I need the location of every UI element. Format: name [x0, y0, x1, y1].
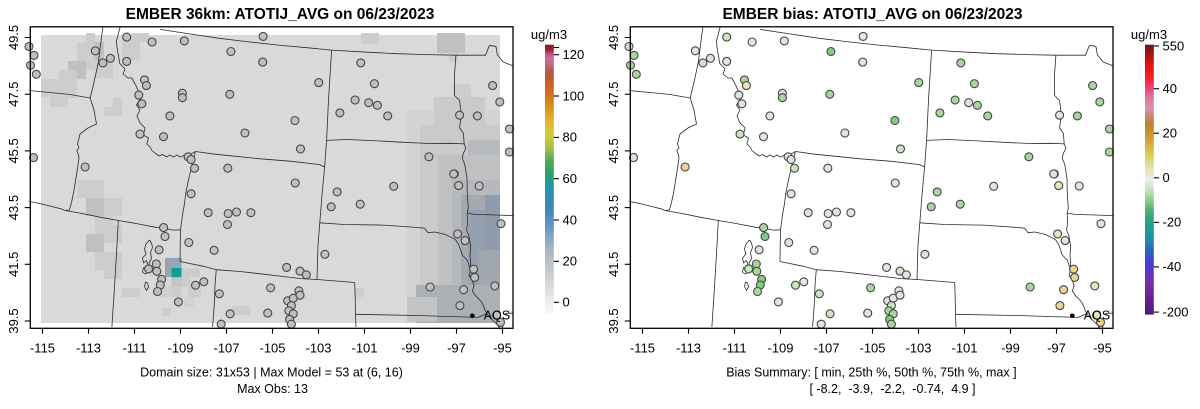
svg-text:-111: -111 [722, 341, 746, 356]
svg-text:47.5: 47.5 [606, 82, 621, 107]
svg-text:-113: -113 [676, 341, 701, 356]
svg-text:40: 40 [563, 212, 577, 227]
svg-text:-105: -105 [859, 341, 885, 356]
svg-text:-95: -95 [1093, 341, 1112, 356]
svg-text:120: 120 [563, 47, 585, 62]
svg-text:-109: -109 [767, 341, 793, 356]
svg-text:-101: -101 [351, 341, 377, 356]
svg-text:-113: -113 [76, 341, 101, 356]
svg-text:-103: -103 [305, 341, 331, 356]
svg-text:EMBER bias: ATOTIJ_AVG on 06/2: EMBER bias: ATOTIJ_AVG on 06/23/2023 [722, 6, 1022, 23]
svg-text:100: 100 [563, 88, 585, 103]
svg-text:41.5: 41.5 [6, 252, 21, 277]
svg-text:-200: -200 [1163, 304, 1189, 319]
svg-text:41.5: 41.5 [606, 252, 621, 277]
svg-text:Max Obs: 13: Max Obs: 13 [237, 382, 308, 396]
svg-text:ug/m3: ug/m3 [1131, 27, 1167, 42]
svg-text:-20: -20 [1163, 215, 1182, 230]
svg-text:-95: -95 [493, 341, 512, 356]
svg-text:45.5: 45.5 [606, 138, 621, 163]
svg-text:47.5: 47.5 [6, 82, 21, 107]
svg-text:-115: -115 [630, 341, 655, 356]
svg-text:-101: -101 [951, 341, 977, 356]
svg-text:[ -8.2, -3.9, -2.2, -0.74,: [ -8.2, -3.9, -2.2, -0.74, 4.9 ] [809, 382, 975, 396]
svg-text:-97: -97 [447, 341, 466, 356]
svg-text:-99: -99 [401, 341, 420, 356]
svg-text:20: 20 [1163, 126, 1177, 141]
svg-text:-107: -107 [213, 341, 239, 356]
svg-text:ug/m3: ug/m3 [531, 27, 567, 42]
svg-text:Domain size: 31x53 | Max Model: Domain size: 31x53 | Max Model = 53 at (… [140, 365, 403, 379]
svg-text:Bias Summary: [ min, 25th %, 5: Bias Summary: [ min, 25th %, 50th %, 75t… [726, 365, 1016, 379]
svg-text:0: 0 [1163, 170, 1170, 185]
svg-text:39.5: 39.5 [606, 308, 621, 333]
svg-text:49.5: 49.5 [606, 25, 621, 50]
svg-text:39.5: 39.5 [6, 308, 21, 333]
svg-text:-103: -103 [905, 341, 931, 356]
svg-text:43.5: 43.5 [6, 195, 21, 220]
svg-text:AQS: AQS [484, 309, 510, 323]
svg-text:EMBER 36km: ATOTIJ_AVG on 06/2: EMBER 36km: ATOTIJ_AVG on 06/23/2023 [126, 6, 435, 23]
svg-text:49.5: 49.5 [6, 25, 21, 50]
svg-text:-109: -109 [167, 341, 193, 356]
svg-text:-105: -105 [259, 341, 285, 356]
svg-text:0: 0 [563, 295, 570, 310]
svg-text:-111: -111 [122, 341, 146, 356]
svg-text:-97: -97 [1047, 341, 1066, 356]
svg-text:AQS: AQS [1084, 309, 1110, 323]
svg-text:80: 80 [563, 130, 577, 145]
svg-text:43.5: 43.5 [606, 195, 621, 220]
svg-text:550: 550 [1163, 38, 1185, 53]
svg-text:60: 60 [563, 171, 577, 186]
svg-text:-40: -40 [1163, 259, 1182, 274]
svg-text:-107: -107 [813, 341, 839, 356]
svg-text:40: 40 [1163, 81, 1177, 96]
svg-text:20: 20 [563, 254, 577, 269]
svg-text:45.5: 45.5 [6, 138, 21, 163]
svg-text:-99: -99 [1001, 341, 1020, 356]
svg-text:-115: -115 [30, 341, 55, 356]
